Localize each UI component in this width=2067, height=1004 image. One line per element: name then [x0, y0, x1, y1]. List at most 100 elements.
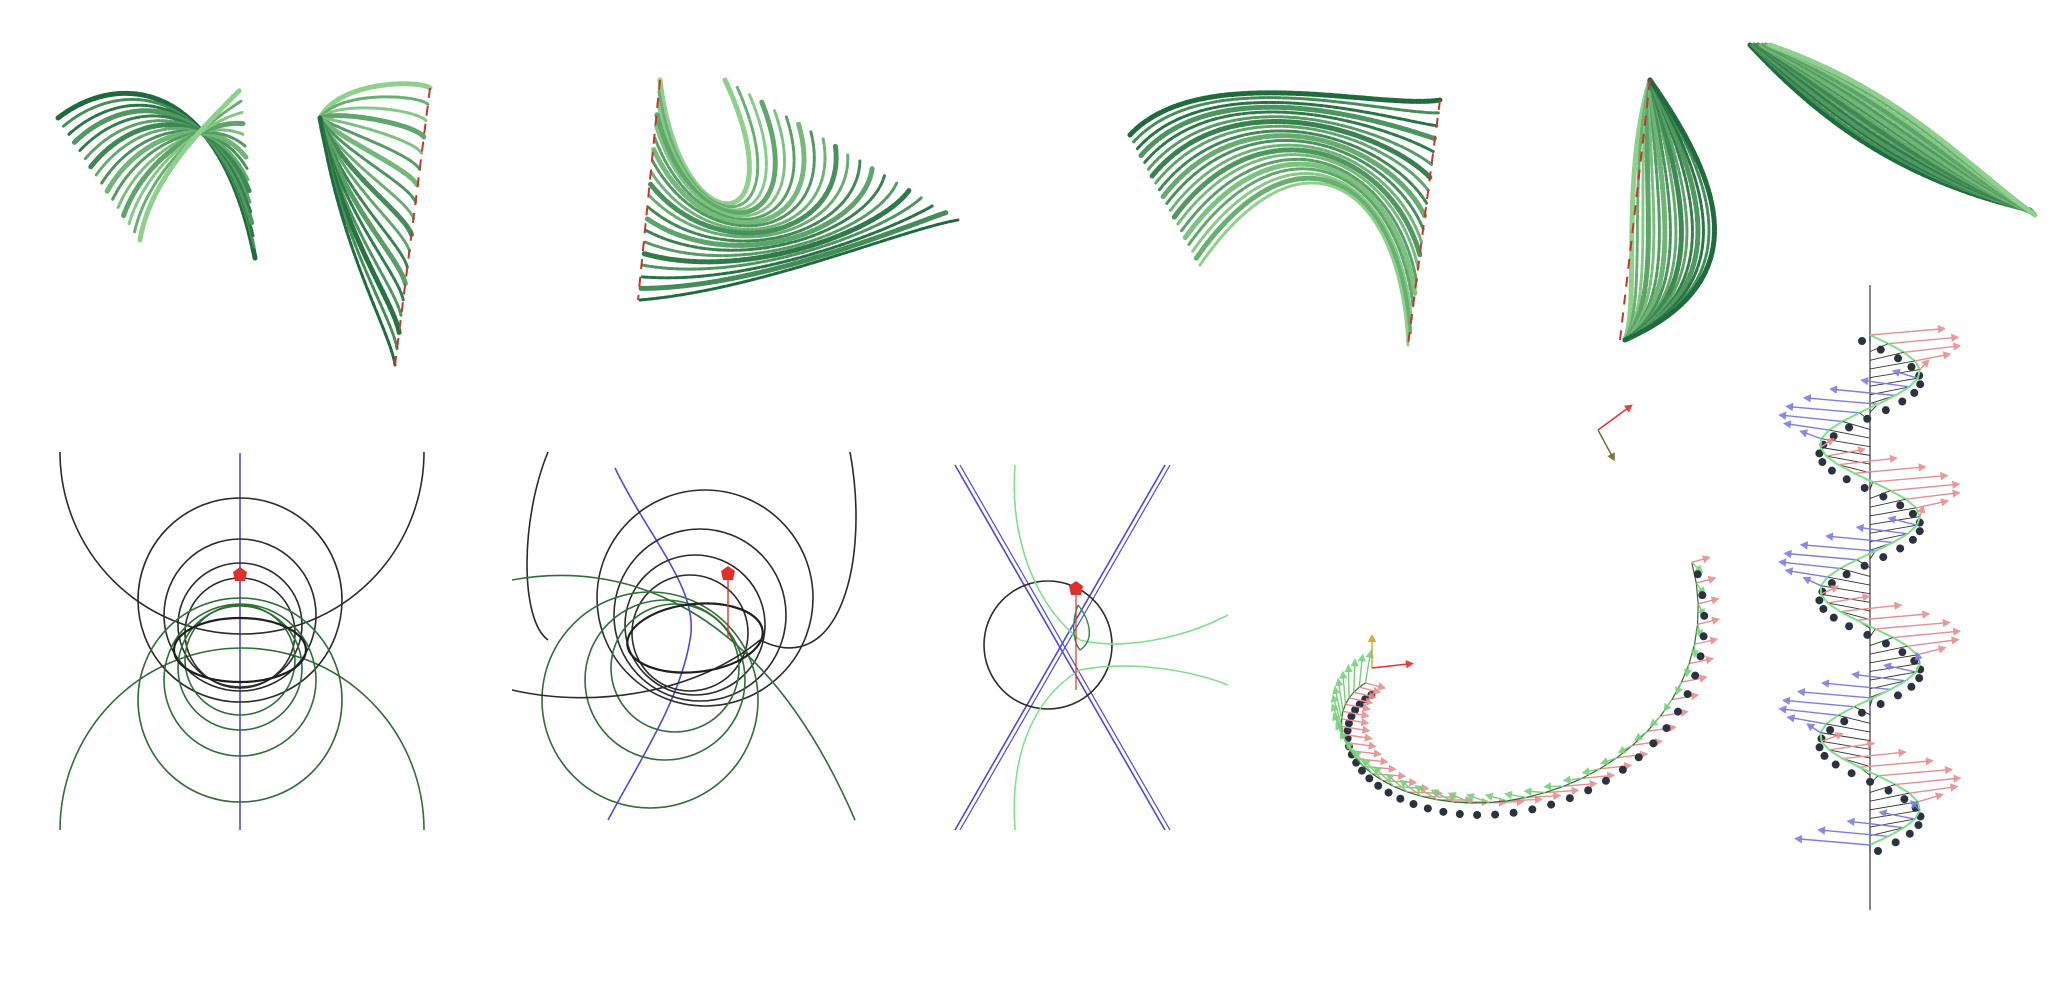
- frame-bead: [1898, 397, 1907, 406]
- tangent-arrow-head: [1345, 740, 1354, 750]
- frame-bead: [1914, 821, 1923, 830]
- light-green-curve: [1013, 665, 1229, 831]
- helix-segment: [1859, 403, 1879, 414]
- helix-normal-arrow-shaft: [1790, 406, 1860, 414]
- helix-segment: [1874, 627, 1894, 639]
- frame-bead: [1818, 458, 1827, 467]
- helix-normal-arrow-shaft: [1827, 596, 1865, 604]
- ribbon-strand: [1127, 90, 1443, 138]
- helix-normal-arrow-shaft: [1888, 665, 1917, 673]
- tangent-arrow-shaft: [1490, 795, 1508, 802]
- frame-bead: [1662, 724, 1671, 733]
- ribbon-strand: [640, 203, 935, 280]
- tangent-arrow-shaft: [1347, 669, 1350, 699]
- spiral-segment: [1581, 768, 1601, 779]
- frame-bead: [1819, 604, 1828, 613]
- helix-normal-arrow-head: [1806, 723, 1816, 732]
- helix-segment: [1820, 740, 1830, 751]
- helix-normal-arrow-shaft: [1838, 457, 1893, 466]
- helix-normal-arrow-head: [1951, 333, 1960, 343]
- tangent-arrow-shaft: [1353, 664, 1356, 693]
- frame-bead: [1698, 591, 1707, 600]
- normal-arrow-head: [1372, 686, 1382, 695]
- helix-normal-arrow-shaft: [1787, 699, 1855, 708]
- frame-bead: [1455, 810, 1464, 819]
- normal-arrow-head: [1421, 783, 1430, 793]
- helix-normal-arrow-head: [1796, 688, 1806, 697]
- helix-normal-arrow-shaft: [1802, 691, 1873, 699]
- frame-bead: [1365, 774, 1374, 783]
- green-circle: [177, 605, 303, 731]
- normal-arrow-head: [1705, 655, 1715, 665]
- helix-normal-arrow-head: [1799, 541, 1809, 550]
- normal-arrow-shaft: [1698, 599, 1714, 605]
- tangent-arrow-head: [1373, 766, 1382, 775]
- helix-segment: [1856, 619, 1876, 630]
- helix-normal-arrow-shaft: [1830, 535, 1894, 544]
- ribbon-strand: [1182, 161, 1418, 296]
- helix-segment: [1914, 360, 1921, 371]
- tangent-arrow-shaft: [1335, 691, 1343, 719]
- helix-normal-arrow-shaft: [1852, 821, 1904, 829]
- ribbon-strand: [657, 77, 752, 207]
- frame-bead: [1910, 388, 1919, 397]
- ribbon-strand: [88, 122, 252, 194]
- helix-normal-arrow-head: [1846, 817, 1855, 827]
- ribbon-strand: [1149, 119, 1433, 180]
- tangent-arrow-head: [1332, 685, 1341, 695]
- helix-segment: [1892, 532, 1909, 544]
- normal-arrow-shaft: [1526, 795, 1556, 799]
- helix-spoke: [1869, 784, 1896, 793]
- tangent-arrow-head: [1339, 731, 1348, 741]
- green-circle: [163, 603, 317, 757]
- central-ellipse: [626, 602, 764, 674]
- tangent-arrow-head: [1335, 721, 1343, 731]
- helix-spoke: [1837, 714, 1871, 724]
- helix-normal-arrow-shaft: [1821, 734, 1839, 742]
- frame-bead: [1700, 611, 1709, 620]
- helix-normal-arrow-shaft: [1866, 380, 1910, 388]
- frame-bead: [1509, 808, 1518, 817]
- frame-bead: [1829, 613, 1838, 622]
- tangent-arrow-head: [1332, 712, 1341, 722]
- helix-normal-arrow-shaft: [1789, 553, 1857, 561]
- helix-spoke: [1869, 792, 1910, 802]
- normal-arrow-shaft: [1365, 682, 1381, 688]
- top-arrow-shaft: [1597, 429, 1613, 457]
- helix-segment: [1905, 671, 1917, 682]
- helix-normal-arrow-shaft: [1784, 708, 1839, 717]
- helix-normal-arrow-shaft: [1884, 812, 1916, 820]
- helix-segment: [1872, 481, 1892, 492]
- outer-arc-dark: [759, 451, 857, 649]
- frame-bead: [1876, 345, 1885, 354]
- helix-normal-arrow-head: [1866, 740, 1876, 749]
- ribbon-surface-4: [1127, 90, 1443, 347]
- helix-normal-arrow-head: [1910, 800, 1919, 809]
- frame-bead: [1357, 766, 1366, 775]
- helix-spoke: [1842, 421, 1871, 430]
- ribbon-strand: [1169, 143, 1423, 244]
- frame-bead: [1691, 671, 1700, 680]
- helix-segment: [1903, 818, 1916, 829]
- helix-segment: [1828, 749, 1843, 760]
- frame-bead: [1699, 632, 1708, 641]
- normal-arrow-shaft: [1694, 639, 1713, 645]
- ribbon-strand: [133, 99, 243, 234]
- ribbon-strand: [1160, 133, 1428, 219]
- ribbon-strand: [121, 120, 246, 219]
- helix-normal-arrow-head: [1942, 618, 1951, 628]
- spiral-segment: [1563, 777, 1583, 787]
- helix-segment: [1827, 567, 1841, 578]
- helix-normal-arrow-shaft: [1877, 769, 1948, 777]
- ribbon-strand: [654, 107, 786, 218]
- ribbon-strand: [641, 188, 912, 265]
- helix-spoke: [1869, 645, 1908, 655]
- spiral-segment: [1599, 757, 1618, 770]
- normal-arrow-head: [1699, 674, 1708, 683]
- ribbon-strand: [78, 114, 253, 215]
- helix-segment: [1915, 663, 1921, 673]
- helix-segment: [1906, 645, 1918, 656]
- helix-normal-arrow-head: [1952, 342, 1962, 351]
- normal-arrow-head: [1360, 717, 1370, 727]
- helix-normal-arrow-shaft: [1895, 777, 1956, 786]
